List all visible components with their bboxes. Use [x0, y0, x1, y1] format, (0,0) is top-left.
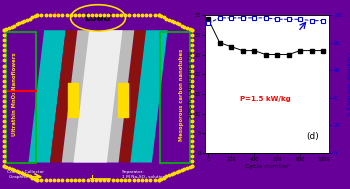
Text: Load: Load	[85, 13, 111, 23]
Polygon shape	[50, 30, 77, 163]
X-axis label: Cycle number: Cycle number	[245, 164, 289, 169]
Bar	[68, 83, 78, 117]
Polygon shape	[62, 30, 134, 163]
Polygon shape	[130, 30, 168, 163]
Y-axis label: Coulombic efficiency %: Coulombic efficiency %	[345, 52, 350, 116]
Text: Current Collector
Graphite Paper: Current Collector Graphite Paper	[7, 170, 44, 179]
Text: Separator:
1 M Na₂SO₄ solution: Separator: 1 M Na₂SO₄ solution	[121, 170, 165, 179]
Polygon shape	[28, 30, 66, 163]
Ellipse shape	[71, 5, 125, 31]
Bar	[118, 83, 128, 117]
Text: +: +	[89, 174, 96, 183]
Polygon shape	[74, 30, 122, 163]
Text: Mesoporous carbon nanotubes: Mesoporous carbon nanotubes	[179, 48, 184, 141]
Text: (d): (d)	[307, 132, 320, 141]
Polygon shape	[119, 30, 146, 163]
Text: −: −	[135, 10, 145, 20]
Y-axis label: Specific capacitance F/g: Specific capacitance F/g	[188, 51, 193, 118]
Bar	[160, 32, 190, 163]
Bar	[6, 32, 36, 163]
Text: P=1.5 kW/kg: P=1.5 kW/kg	[239, 96, 290, 102]
Text: Ultrathin MnO₂ Nanoflowers: Ultrathin MnO₂ Nanoflowers	[12, 53, 17, 136]
Text: +: +	[51, 10, 61, 20]
